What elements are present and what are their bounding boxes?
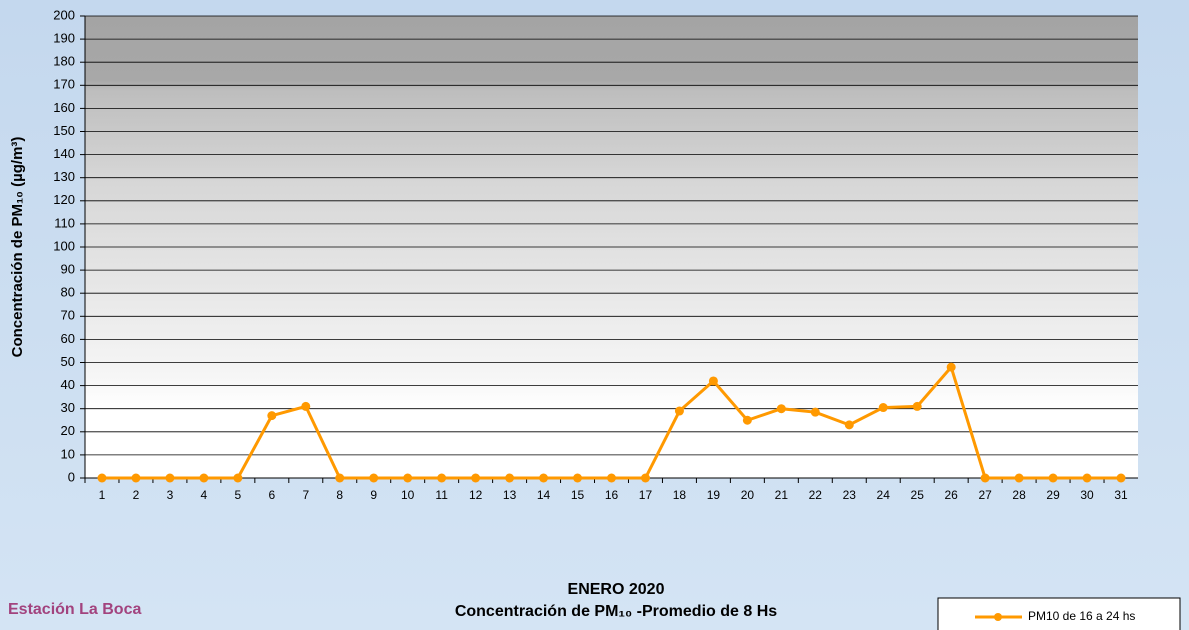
x-tick-label: 13 xyxy=(503,488,517,502)
y-tick-label: 200 xyxy=(53,7,75,22)
data-point xyxy=(810,407,820,417)
station-label: Estación La Boca xyxy=(8,601,141,618)
data-point xyxy=(1116,473,1126,483)
y-tick-label: 90 xyxy=(61,262,75,277)
chart-title: ENERO 2020 xyxy=(568,581,665,598)
data-point xyxy=(980,473,990,483)
x-tick-label: 19 xyxy=(707,488,721,502)
x-tick-label: 5 xyxy=(235,488,242,502)
x-tick-label: 30 xyxy=(1080,488,1094,502)
x-tick-label: 10 xyxy=(401,488,415,502)
x-tick-label: 24 xyxy=(877,488,891,502)
data-point xyxy=(335,473,345,483)
data-point xyxy=(301,401,311,411)
y-tick-label: 50 xyxy=(61,354,75,369)
y-tick-label: 120 xyxy=(53,192,75,207)
y-tick-label: 180 xyxy=(53,54,75,69)
x-tick-label: 20 xyxy=(741,488,755,502)
y-tick-label: 20 xyxy=(61,423,75,438)
data-point xyxy=(471,473,481,483)
data-point xyxy=(539,473,549,483)
y-tick-label: 140 xyxy=(53,146,75,161)
y-tick-label: 160 xyxy=(53,100,75,115)
y-tick-label: 60 xyxy=(61,331,75,346)
y-tick-label: 70 xyxy=(61,308,75,323)
y-tick-label: 30 xyxy=(61,400,75,415)
x-tick-label: 27 xyxy=(978,488,992,502)
x-tick-label: 1 xyxy=(99,488,106,502)
data-point xyxy=(674,406,684,416)
x-tick-label: 14 xyxy=(537,488,551,502)
data-point xyxy=(505,473,515,483)
x-tick-label: 2 xyxy=(133,488,140,502)
x-tick-label: 15 xyxy=(571,488,585,502)
x-tick-label: 28 xyxy=(1012,488,1026,502)
data-point xyxy=(640,473,650,483)
data-point xyxy=(97,473,107,483)
data-point xyxy=(844,420,854,430)
data-point xyxy=(199,473,209,483)
x-tick-label: 17 xyxy=(639,488,653,502)
x-tick-label: 7 xyxy=(302,488,309,502)
legend-box xyxy=(937,597,1181,630)
x-tick-label: 12 xyxy=(469,488,483,502)
data-point xyxy=(1082,473,1092,483)
data-point xyxy=(878,403,888,413)
y-tick-label: 80 xyxy=(61,285,75,300)
x-tick-label: 16 xyxy=(605,488,619,502)
y-tick-label: 10 xyxy=(61,446,75,461)
y-tick-label: 110 xyxy=(54,215,75,230)
data-point xyxy=(607,473,616,483)
x-tick-label: 6 xyxy=(268,488,275,502)
y-tick-label: 150 xyxy=(53,123,75,138)
chart-subtitle: Concentración de PM₁₀ -Promedio de 8 Hs xyxy=(455,603,777,620)
data-point xyxy=(776,404,786,414)
x-tick-label: 22 xyxy=(809,488,823,502)
x-tick-label: 23 xyxy=(843,488,857,502)
y-tick-label: 170 xyxy=(53,77,75,92)
x-tick-label: 21 xyxy=(775,488,789,502)
y-axis-label: Concentración de PM₁₀ (µg/m³) xyxy=(9,137,26,358)
y-tick-label: 130 xyxy=(53,169,75,184)
y-tick-label: 0 xyxy=(68,469,75,484)
x-tick-label: 29 xyxy=(1046,488,1060,502)
y-tick-label: 190 xyxy=(53,31,75,46)
x-tick-label: 25 xyxy=(911,488,925,502)
data-point xyxy=(1014,473,1024,483)
x-tick-label: 4 xyxy=(201,488,208,502)
data-point xyxy=(1048,473,1058,483)
x-tick-label: 9 xyxy=(370,488,377,502)
data-point xyxy=(369,473,379,483)
x-tick-label: 26 xyxy=(944,488,958,502)
data-point xyxy=(165,473,175,483)
x-tick-label: 8 xyxy=(336,488,343,502)
data-point xyxy=(708,376,718,386)
data-point xyxy=(403,473,413,483)
data-point xyxy=(946,362,956,372)
data-point xyxy=(267,411,277,421)
data-point xyxy=(573,473,583,483)
legend-marker xyxy=(994,613,1002,621)
x-tick-label: 3 xyxy=(167,488,174,502)
y-tick-label: 100 xyxy=(53,238,75,253)
legend-label: PM10 de 16 a 24 hs xyxy=(1028,609,1135,623)
x-tick-label: 31 xyxy=(1114,488,1128,502)
x-tick-label: 18 xyxy=(673,488,687,502)
data-point xyxy=(912,401,922,411)
data-point xyxy=(233,473,243,483)
data-point xyxy=(437,473,447,483)
data-point xyxy=(131,473,141,483)
data-point xyxy=(742,415,752,425)
x-tick-label: 11 xyxy=(435,488,448,502)
y-tick-label: 40 xyxy=(61,377,75,392)
